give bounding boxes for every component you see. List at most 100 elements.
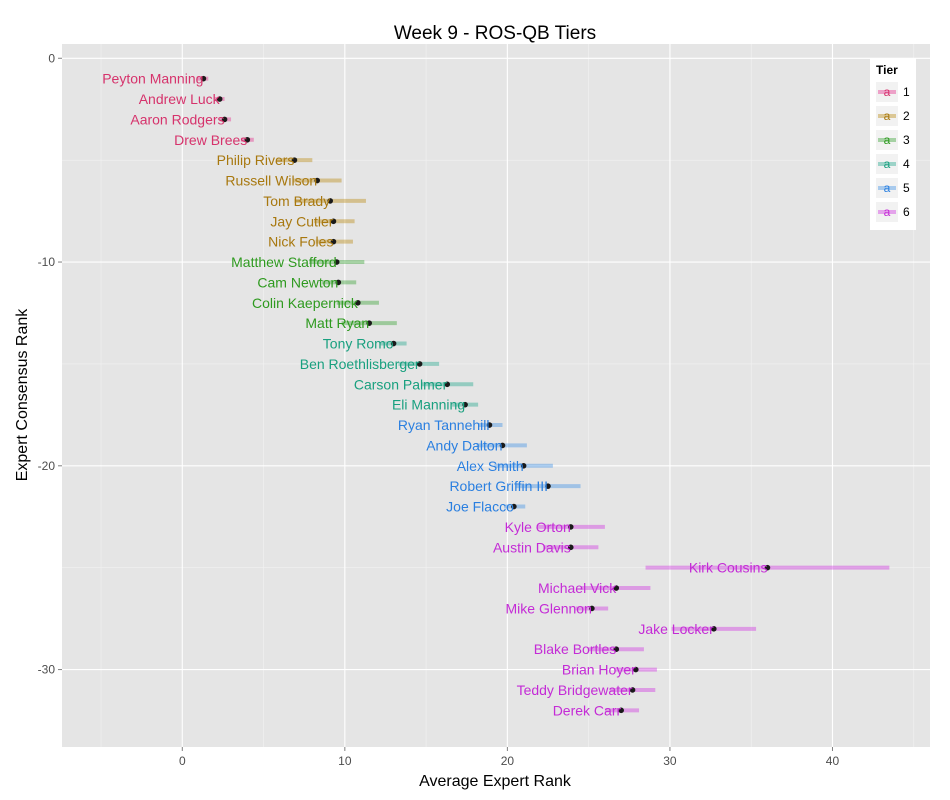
legend-label: 2	[903, 109, 910, 123]
player-label: Carson Palmer	[354, 376, 448, 392]
legend-key-background	[876, 130, 898, 150]
x-axis-ticks: 0 10 20 30 40	[179, 747, 840, 768]
x-tick-label: 10	[338, 754, 352, 768]
x-tick-label: 20	[501, 754, 515, 768]
player-label: Blake Bortles	[534, 641, 616, 657]
x-tick-label: 0	[179, 754, 186, 768]
legend-key-glyph: a	[884, 85, 891, 99]
player-label: Ryan Tannehill	[398, 417, 490, 433]
avg-rank-point	[444, 381, 451, 388]
avg-rank-point	[333, 259, 340, 265]
y-tick-label: 0	[48, 51, 55, 65]
player-label: Kirk Cousins	[689, 560, 768, 576]
player-label: Michael Vick	[538, 580, 617, 596]
avg-rank-point	[200, 75, 207, 82]
avg-rank-point	[511, 503, 517, 510]
legend-key-background	[876, 202, 898, 222]
legend-entries: a 1a 2a 3a 4a 5a 6	[876, 82, 910, 222]
player-label: Kyle Orton	[505, 519, 571, 535]
x-tick-label: 30	[663, 754, 677, 768]
avg-rank-point	[589, 605, 595, 612]
y-tick-label: -30	[38, 663, 56, 677]
avg-rank-point	[545, 483, 551, 489]
avg-rank-point	[499, 442, 506, 449]
player-label: Tony Romo	[323, 336, 394, 352]
avg-rank-point	[416, 361, 423, 367]
player-label: Joe Flacco	[446, 499, 514, 515]
legend-key-glyph: a	[884, 109, 891, 123]
player-label: Philip Rivers	[217, 152, 295, 168]
player-label: Robert Griffin III	[449, 478, 548, 494]
legend-label: 6	[903, 205, 910, 219]
player-label: Alex Smith	[457, 458, 524, 474]
legend-label: 4	[903, 157, 910, 171]
player-label: Ben Roethlisberger	[300, 356, 420, 372]
legend-key-glyph: a	[884, 157, 891, 171]
player-label: Eli Manning	[392, 397, 465, 413]
avg-rank-point	[632, 666, 639, 673]
player-label: Drew Brees	[174, 132, 247, 148]
player-label: Peyton Manning	[102, 71, 203, 87]
avg-rank-point	[462, 401, 468, 408]
y-axis-title: Expert Consensus Rank	[14, 308, 31, 482]
plot-panel	[62, 44, 930, 747]
legend-key-background	[876, 82, 898, 102]
legend-label: 3	[903, 133, 910, 147]
major-gridlines	[62, 44, 930, 747]
data-points	[200, 75, 771, 714]
legend-key-background	[876, 154, 898, 174]
y-tick-label: -10	[38, 255, 56, 269]
player-label: Tom Brady	[263, 193, 330, 209]
avg-rank-point	[520, 463, 527, 469]
chart-title: Week 9 - ROS-QB Tiers	[394, 23, 596, 44]
avg-rank-point	[335, 279, 342, 286]
avg-rank-point	[618, 707, 624, 714]
avg-rank-point	[291, 157, 298, 163]
player-label: Jay Cutler	[270, 213, 333, 229]
legend-label: 5	[903, 181, 910, 195]
avg-rank-point	[764, 564, 771, 571]
player-label: Mike Glennon	[506, 600, 592, 616]
x-tick-label: 40	[826, 754, 840, 768]
avg-rank-point	[314, 177, 320, 184]
player-label: Andrew Luck	[139, 91, 221, 107]
avg-rank-point	[366, 320, 373, 326]
avg-rank-point	[330, 218, 337, 225]
avg-rank-point	[567, 544, 574, 551]
player-label: Aaron Rodgers	[130, 111, 224, 127]
player-label: Cam Newton	[257, 274, 338, 290]
player-label: Derek Carr	[553, 702, 622, 718]
avg-rank-point	[327, 198, 334, 204]
legend-key-glyph: a	[884, 133, 891, 147]
player-label: Jake Locker	[638, 621, 714, 637]
avg-rank-point	[629, 687, 636, 693]
avg-rank-point	[613, 646, 620, 652]
player-label: Matt Ryan	[305, 315, 369, 331]
player-label: Nick Foles	[268, 234, 333, 250]
player-label: Colin Kaepernick	[252, 295, 359, 311]
legend-key-glyph: a	[884, 181, 891, 195]
player-labels: Peyton Manning Andrew Luck Aaron Rodgers Dr…	[102, 71, 767, 719]
avg-rank-point	[711, 626, 717, 632]
y-tick-label: -20	[38, 459, 56, 473]
player-label: Brian Hoyer	[562, 662, 636, 678]
legend-key-glyph: a	[884, 205, 891, 219]
player-label: Austin Davis	[493, 539, 571, 555]
player-label: Matthew Stafford	[231, 254, 337, 270]
legend-label: 1	[903, 85, 910, 99]
avg-rank-point	[216, 96, 223, 102]
x-axis-title: Average Expert Rank	[419, 773, 572, 790]
y-axis-ticks: 0 -10 -20 -30	[38, 51, 62, 677]
avg-rank-point	[613, 585, 620, 591]
avg-rank-point	[567, 524, 574, 530]
player-label: Andy Dalton	[426, 437, 502, 453]
avg-rank-point	[330, 238, 337, 245]
avg-rank-point	[390, 340, 397, 347]
avg-rank-point	[486, 422, 493, 428]
avg-rank-point	[244, 136, 251, 143]
player-label: Russell Wilson	[225, 173, 317, 189]
legend-key-background	[876, 106, 898, 126]
avg-rank-point	[221, 116, 228, 123]
legend-key-background	[876, 178, 898, 198]
